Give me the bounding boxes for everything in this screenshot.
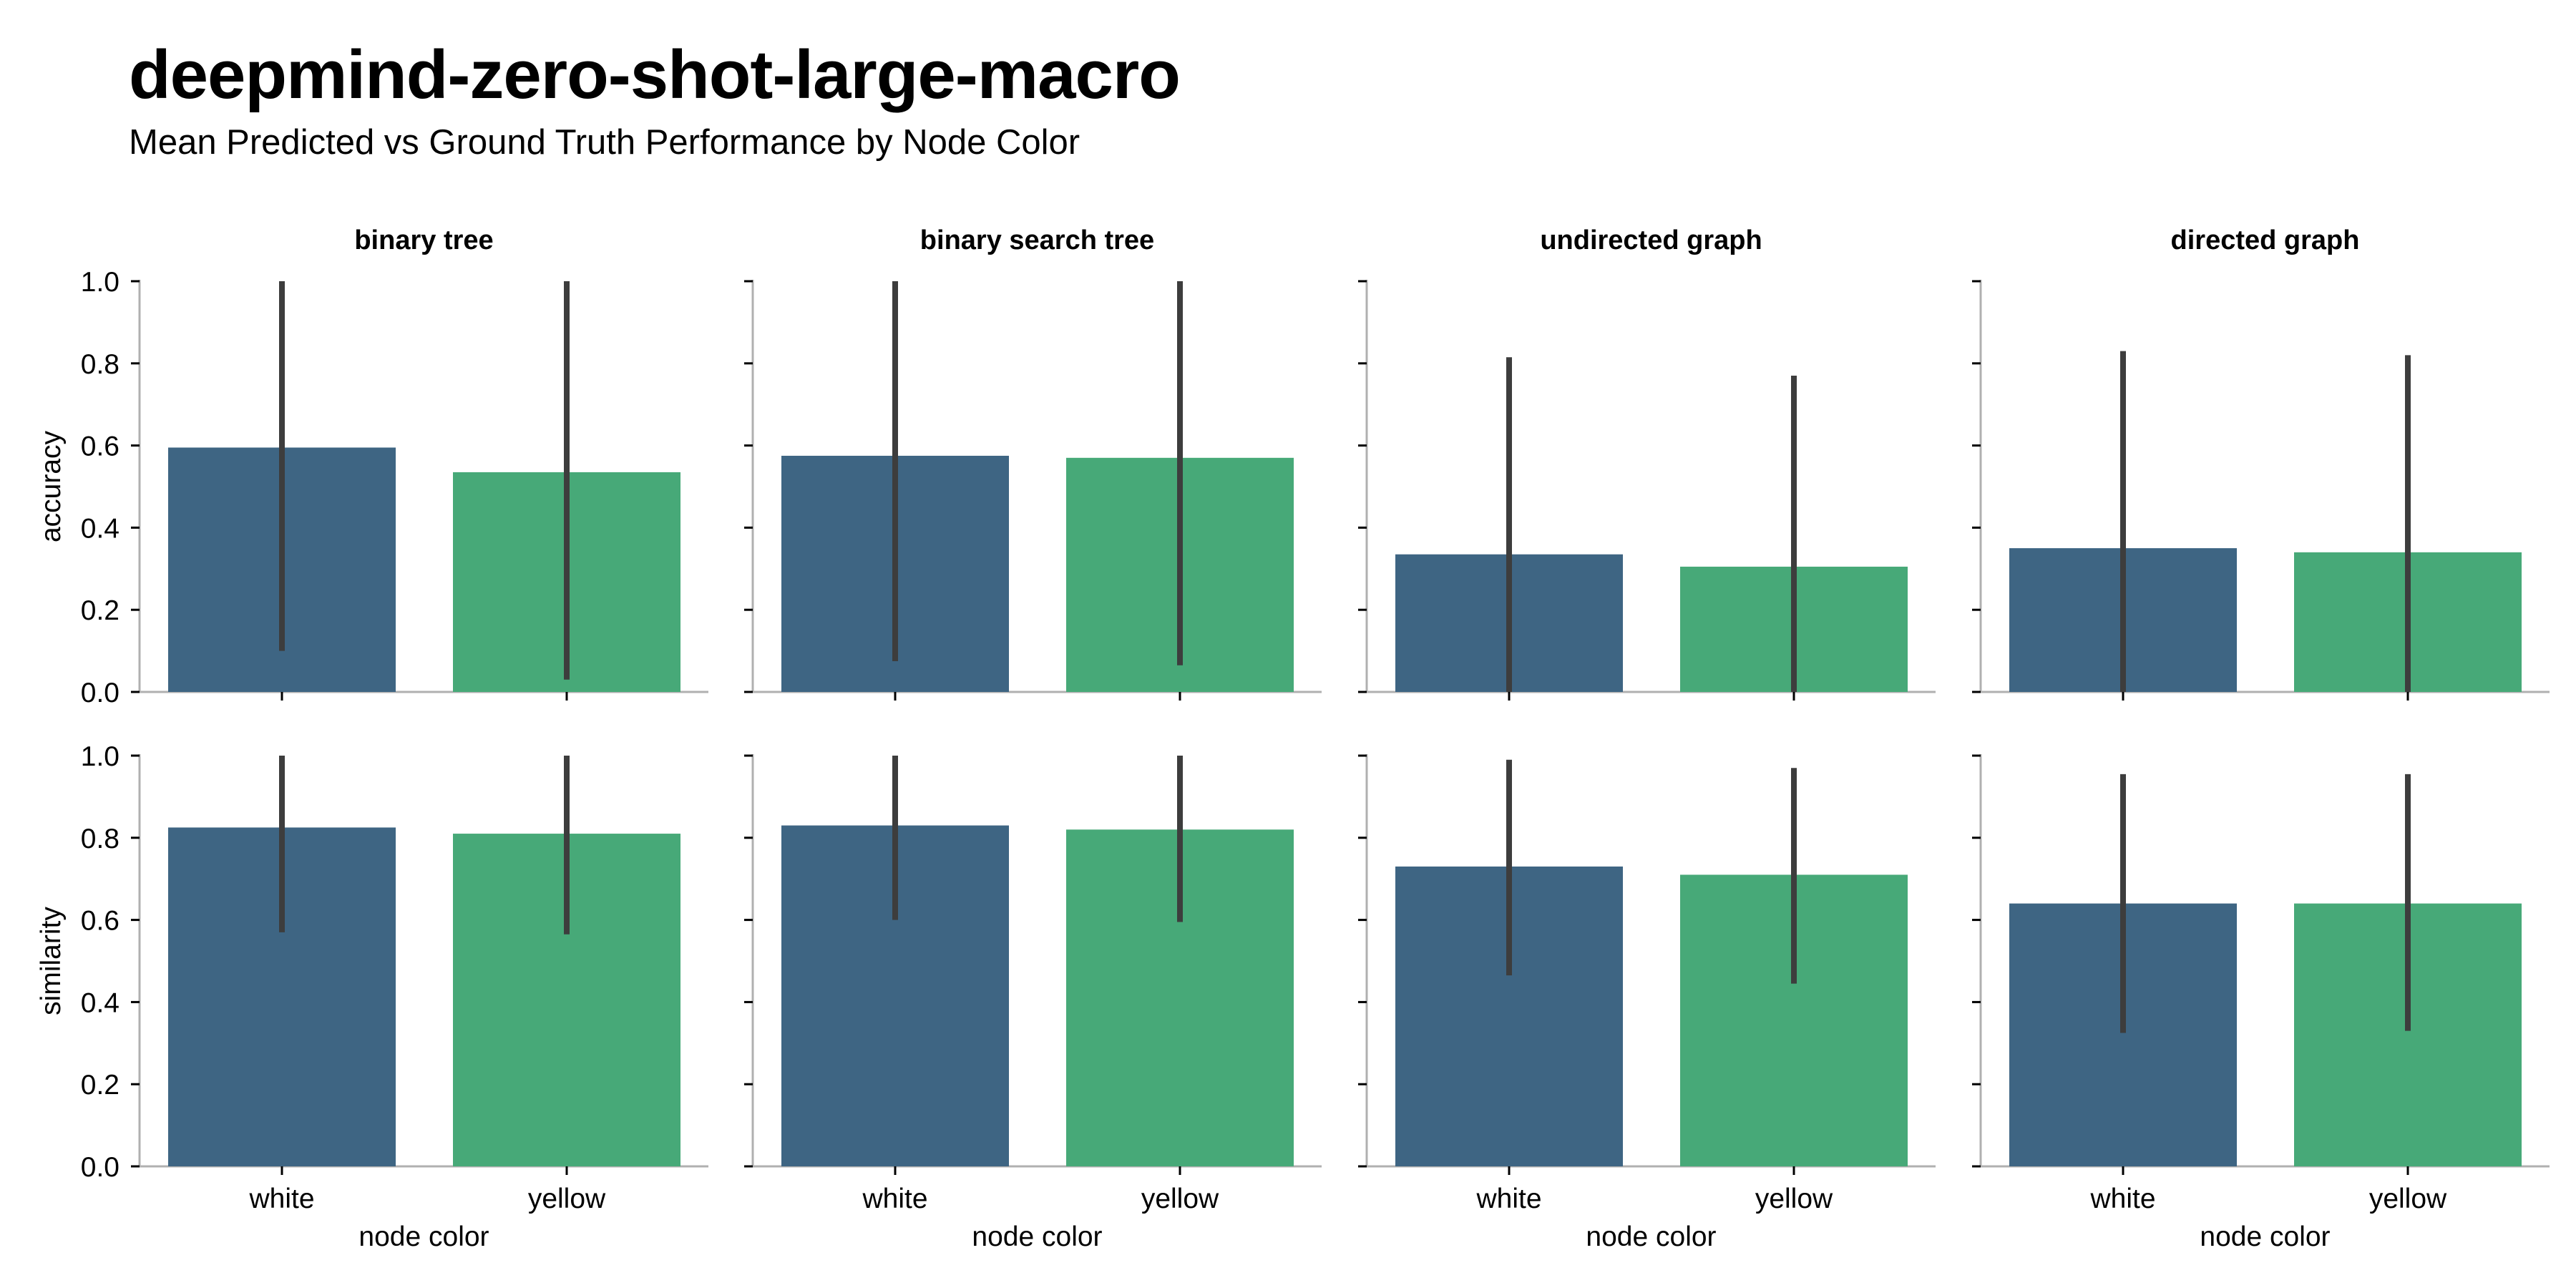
- y-tick-label: 0.8: [81, 824, 119, 854]
- y-tick-label: 0.4: [81, 513, 119, 544]
- y-tick-label: 0.6: [81, 431, 119, 462]
- y-tick-label: 1.0: [81, 741, 119, 772]
- chart-title: deepmind-zero-shot-large-macro: [129, 36, 1181, 113]
- panel-title: undirected graph: [1540, 225, 1762, 255]
- x-tick-label: white: [248, 1184, 314, 1214]
- x-tick-label: white: [1475, 1184, 1541, 1214]
- chart-subtitle: Mean Predicted vs Ground Truth Performan…: [129, 123, 1080, 162]
- y-tick-label: 0.6: [81, 906, 119, 937]
- x-tick-label: white: [862, 1184, 927, 1214]
- x-axis-label: node color: [358, 1221, 489, 1252]
- x-tick-label: yellow: [528, 1184, 606, 1214]
- panel-title: binary tree: [354, 225, 493, 255]
- y-tick-label: 0.2: [81, 595, 119, 626]
- y-axis-label: accuracy: [36, 430, 67, 542]
- y-tick-label: 1.0: [81, 267, 119, 298]
- y-axis-label: similarity: [36, 907, 67, 1015]
- x-axis-label: node color: [972, 1221, 1102, 1252]
- panel-title: binary search tree: [920, 225, 1154, 255]
- x-axis-label: node color: [2200, 1221, 2330, 1252]
- panel-title: directed graph: [2171, 225, 2360, 255]
- y-tick-label: 0.2: [81, 1070, 119, 1101]
- y-tick-label: 0.8: [81, 349, 119, 380]
- x-tick-label: yellow: [2369, 1184, 2447, 1214]
- x-tick-label: yellow: [1755, 1184, 1833, 1214]
- x-axis-label: node color: [1586, 1221, 1716, 1252]
- x-tick-label: yellow: [1141, 1184, 1219, 1214]
- y-tick-label: 0.0: [81, 1152, 119, 1183]
- y-tick-label: 0.0: [81, 678, 119, 708]
- x-tick-label: white: [2089, 1184, 2155, 1214]
- y-tick-label: 0.4: [81, 987, 119, 1018]
